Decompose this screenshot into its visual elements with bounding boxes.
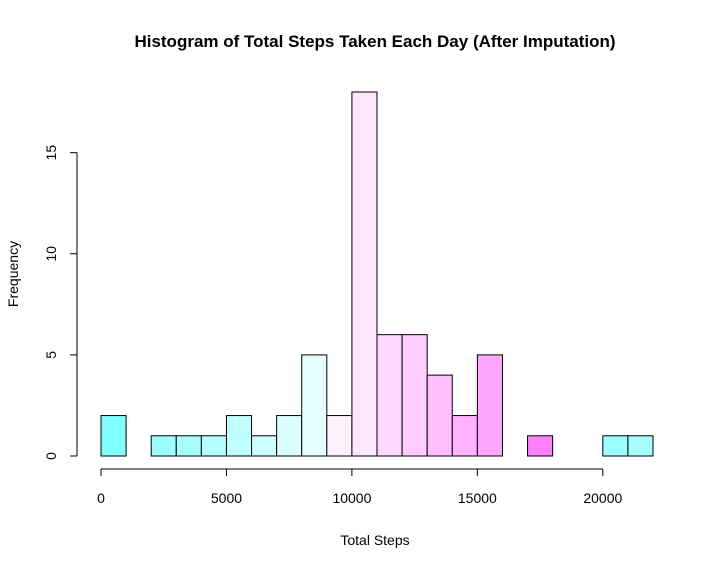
- y-tick-label: 5: [43, 351, 59, 359]
- histogram-bar: [100, 415, 127, 457]
- y-tick-label: 15: [43, 145, 59, 161]
- histogram-bar: [326, 415, 353, 457]
- x-tick-label: 10000: [332, 490, 371, 506]
- x-tick-label: 15000: [458, 490, 497, 506]
- histogram-bar: [351, 91, 378, 457]
- x-axis: 0 5000 10000 15000 20000: [97, 468, 622, 506]
- histogram-bar: [426, 374, 453, 457]
- histogram-bar: [301, 354, 328, 457]
- histogram-bar: [527, 435, 554, 457]
- x-tick-label: 20000: [583, 490, 622, 506]
- histogram-bar: [602, 435, 629, 457]
- histogram-bar: [175, 435, 202, 457]
- y-tick-label: 0: [43, 452, 59, 460]
- histogram-bar: [627, 435, 654, 457]
- histogram-bar: [451, 415, 478, 457]
- x-tick-label: 0: [97, 490, 105, 506]
- histogram-bar: [251, 435, 278, 457]
- histogram-bar: [476, 354, 503, 457]
- x-tick-label: 5000: [211, 490, 242, 506]
- y-tick-label: 10: [43, 246, 59, 262]
- bars-group: [100, 91, 654, 457]
- y-axis: 0 5 10 15: [43, 145, 78, 460]
- x-axis-label: Total Steps: [340, 532, 409, 548]
- chart-title: Histogram of Total Steps Taken Each Day …: [134, 32, 615, 51]
- histogram-bar: [401, 334, 428, 457]
- histogram-bar: [225, 415, 253, 457]
- histogram-bar: [276, 415, 303, 457]
- y-axis-label: Frequency: [5, 241, 21, 307]
- histogram-bar: [150, 435, 177, 457]
- histogram-bar: [200, 435, 227, 457]
- histogram-bar: [376, 334, 403, 457]
